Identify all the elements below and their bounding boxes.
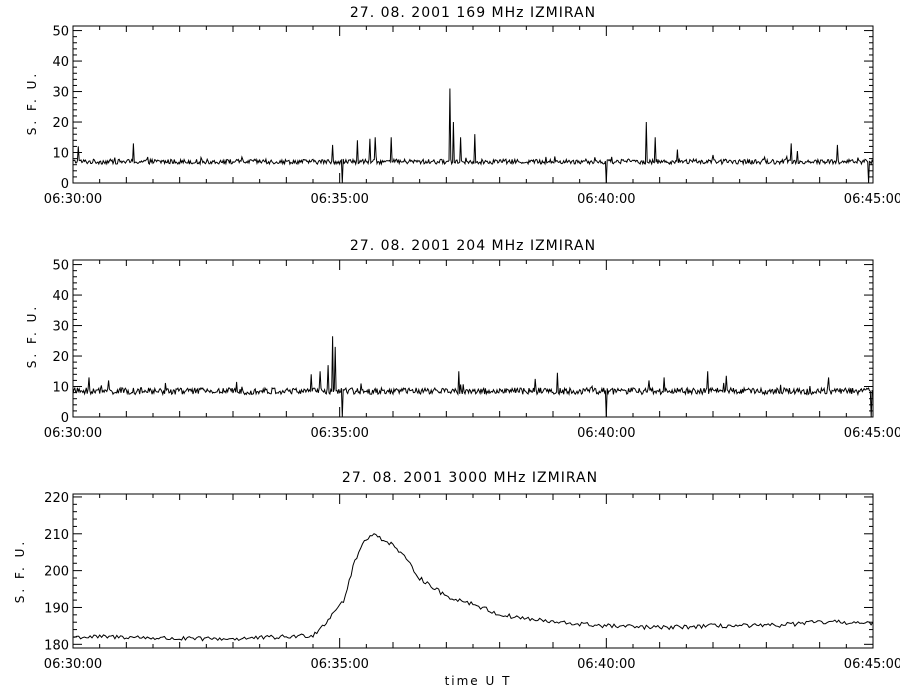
- ytick-label-3000mhz-3: 210: [44, 528, 69, 543]
- ytick-label-3000mhz-0: 180: [44, 638, 69, 653]
- xlabel-3000mhz: time U T: [445, 674, 512, 688]
- xtick-label-169mhz-1: 06:35:00: [310, 192, 368, 207]
- xticks-169mhz: 06:30:00 06:35:00 06:40:00 06:45:00: [44, 26, 900, 207]
- series-3000mhz: [72, 533, 874, 642]
- title-3000mhz: 27. 08. 2001 3000 MHz IZMIRAN: [342, 470, 598, 486]
- ytick-label-3000mhz-2: 200: [44, 565, 69, 580]
- series-169mhz: [72, 88, 874, 184]
- xtick-label-204mhz-2: 06:40:00: [577, 426, 635, 441]
- xtick-label-204mhz-1: 06:35:00: [310, 426, 368, 441]
- plot-frame-169mhz: [72, 25, 874, 184]
- panel-3000mhz: 27. 08. 2001 3000 MHz IZMIRAN S. F. U. 1…: [13, 470, 900, 688]
- xtick-label-3000mhz-0: 06:30:00: [44, 657, 102, 672]
- ytick-label-204mhz-3: 30: [52, 320, 69, 335]
- ytick-label-204mhz-4: 40: [52, 289, 69, 304]
- series-204mhz: [72, 336, 874, 418]
- panel-169mhz: 27. 08. 2001 169 MHz IZMIRAN S. F. U. 0 1…: [25, 5, 900, 207]
- xtick-label-169mhz-2: 06:40:00: [577, 192, 635, 207]
- ytick-label-3000mhz-1: 190: [44, 601, 69, 616]
- ytick-label-204mhz-2: 20: [52, 350, 69, 365]
- xticks-204mhz: 06:30:00 06:35:00 06:40:00 06:45:00: [44, 260, 900, 441]
- ytick-label-3000mhz-4: 220: [44, 491, 69, 506]
- yticks-169mhz: 0 10 20 30 40 50: [52, 25, 873, 192]
- title-169mhz: 27. 08. 2001 169 MHz IZMIRAN: [350, 5, 596, 21]
- xtick-label-3000mhz-1: 06:35:00: [310, 657, 368, 672]
- title-204mhz: 27. 08. 2001 204 MHz IZMIRAN: [350, 238, 596, 254]
- ytick-label-204mhz-0: 0: [61, 411, 69, 426]
- panel-204mhz: 27. 08. 2001 204 MHz IZMIRAN S. F. U. 0 1…: [25, 238, 900, 441]
- xtick-label-204mhz-3: 06:45:00: [844, 426, 900, 441]
- ytick-label-169mhz-4: 40: [52, 55, 69, 70]
- ytick-label-204mhz-1: 10: [52, 381, 69, 396]
- ylabel-169mhz: S. F. U.: [25, 71, 39, 135]
- ylabel-204mhz: S. F. U.: [25, 304, 39, 368]
- ytick-label-169mhz-0: 0: [61, 177, 69, 192]
- ylabel-3000mhz: S. F. U.: [13, 539, 27, 603]
- xtick-label-169mhz-3: 06:45:00: [844, 192, 900, 207]
- xtick-label-3000mhz-3: 06:45:00: [844, 657, 900, 672]
- ytick-label-169mhz-5: 50: [52, 25, 69, 40]
- ytick-label-169mhz-3: 30: [52, 86, 69, 101]
- xtick-label-3000mhz-2: 06:40:00: [577, 657, 635, 672]
- yticks-3000mhz: 180 190 200 210 220: [44, 491, 873, 653]
- xtick-label-204mhz-0: 06:30:00: [44, 426, 102, 441]
- yticks-204mhz: 0 10 20 30 40 50: [52, 259, 873, 426]
- xtick-label-169mhz-0: 06:30:00: [44, 192, 102, 207]
- xticks-3000mhz: 06:30:00 06:35:00 06:40:00 06:45:00: [44, 494, 900, 672]
- ytick-label-169mhz-1: 10: [52, 147, 69, 162]
- ytick-label-204mhz-5: 50: [52, 259, 69, 274]
- ytick-label-169mhz-2: 20: [52, 116, 69, 131]
